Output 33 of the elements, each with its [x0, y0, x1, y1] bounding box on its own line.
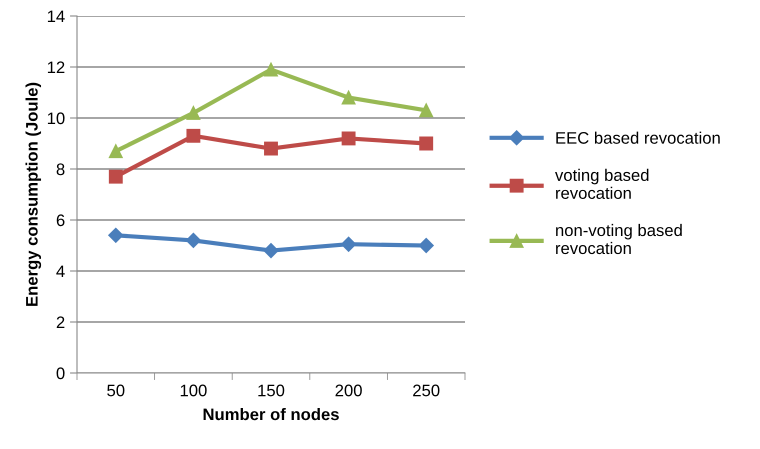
- x-tick-label: 200: [336, 384, 362, 396]
- legend-label: non-voting based revocation: [556, 224, 682, 254]
- point: [186, 232, 201, 248]
- y-axis-title: Energy consumption (Joule): [25, 82, 42, 306]
- y-tick-label: 10: [48, 112, 65, 124]
- point: [342, 131, 356, 146]
- y-tick-label: 0: [56, 367, 65, 380]
- y-tick-label: 14: [48, 10, 65, 22]
- point: [108, 228, 124, 243]
- point: [342, 90, 356, 105]
- point: [263, 243, 279, 258]
- point: [419, 103, 434, 118]
- point: [341, 236, 356, 252]
- point: [108, 144, 123, 158]
- point: [264, 62, 278, 76]
- x-tick-label: 100: [180, 384, 207, 396]
- point: [419, 136, 434, 150]
- x-tick-label: 250: [413, 384, 440, 396]
- point: [186, 106, 200, 120]
- y-tick-label: 2: [56, 316, 64, 328]
- point: [418, 238, 434, 254]
- y-tick-label: 6: [56, 214, 64, 226]
- x-axis-title: Number of nodes: [204, 408, 339, 420]
- point: [186, 128, 200, 143]
- y-tick-label: 8: [56, 163, 64, 176]
- x-tick-label: 150: [258, 384, 284, 396]
- x-tick-label: 50: [107, 384, 124, 396]
- legend-label: EEC based revocation: [556, 132, 720, 144]
- point: [264, 142, 278, 156]
- point: [108, 170, 123, 184]
- y-tick-label: 4: [56, 266, 65, 278]
- y-tick-label: 12: [48, 61, 64, 74]
- legend-label: voting based revocation: [555, 168, 648, 199]
